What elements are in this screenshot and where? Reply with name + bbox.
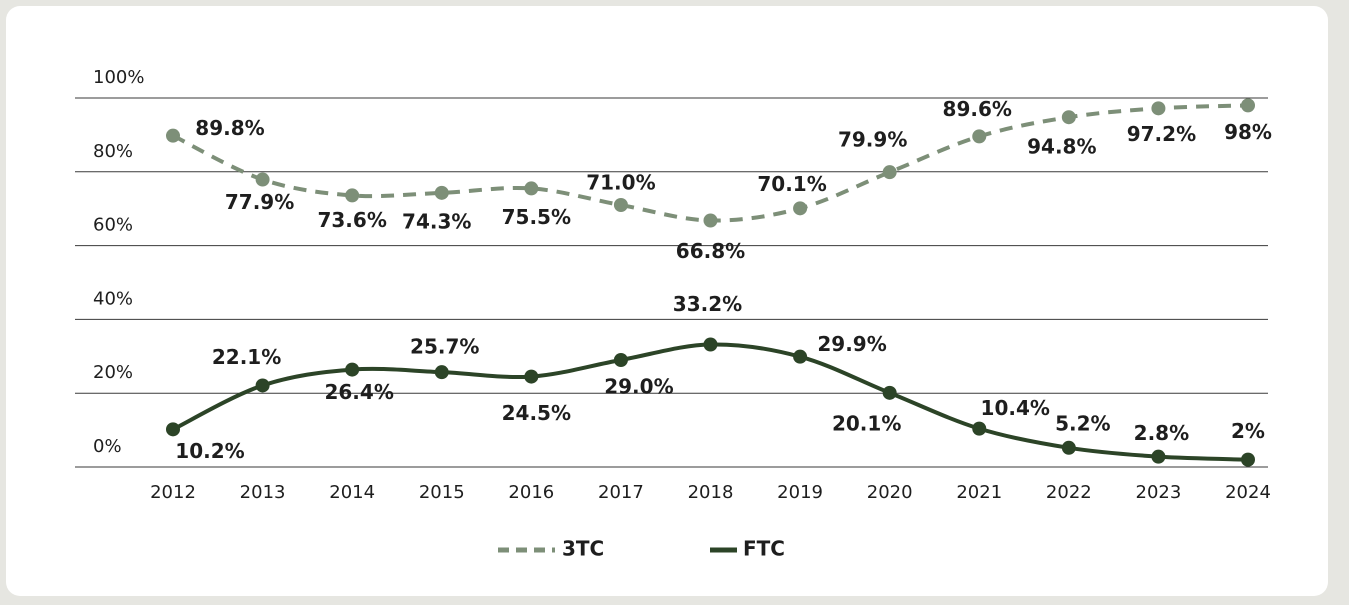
- data-label: 2%: [1231, 419, 1265, 443]
- data-label: 10.4%: [981, 396, 1050, 420]
- data-label: 22.1%: [212, 345, 281, 369]
- data-label: 24.5%: [502, 401, 571, 425]
- x-tick-label: 2016: [508, 482, 554, 503]
- data-label: 2.8%: [1134, 421, 1189, 445]
- data-label: 79.9%: [838, 128, 907, 152]
- data-point: [1151, 101, 1166, 116]
- data-point: [345, 362, 360, 377]
- y-tick-label: 40%: [93, 288, 133, 309]
- data-label: 29.9%: [817, 332, 886, 356]
- data-label: 26.4%: [324, 380, 393, 404]
- legend-label: 3TC: [562, 537, 604, 561]
- data-label: 89.6%: [943, 97, 1012, 121]
- data-point: [434, 185, 449, 200]
- x-tick-label: 2017: [598, 482, 644, 503]
- y-tick-label: 60%: [93, 215, 133, 236]
- data-label: 29.0%: [604, 374, 673, 398]
- y-tick-label: 100%: [93, 67, 144, 88]
- data-point: [166, 128, 180, 143]
- data-label: 77.9%: [225, 190, 294, 214]
- x-tick-label: 2015: [419, 482, 465, 503]
- x-tick-label: 2018: [688, 482, 734, 503]
- data-point: [166, 422, 180, 437]
- x-tick-label: 2013: [240, 482, 286, 503]
- data-label: 66.8%: [676, 239, 745, 263]
- data-point: [613, 198, 628, 213]
- data-point: [703, 213, 718, 228]
- data-label: 74.3%: [402, 209, 471, 233]
- chart-panel: [6, 6, 1328, 596]
- x-tick-label: 2024: [1225, 482, 1271, 503]
- x-tick-label: 2021: [956, 482, 1002, 503]
- data-label: 97.2%: [1127, 122, 1196, 146]
- y-tick-label: 80%: [93, 141, 133, 162]
- data-point: [793, 349, 808, 364]
- data-label: 20.1%: [832, 411, 901, 435]
- data-point: [255, 172, 270, 187]
- data-point: [613, 352, 628, 367]
- data-point: [972, 421, 987, 436]
- data-label: 73.6%: [317, 208, 386, 232]
- data-label: 25.7%: [410, 335, 479, 359]
- y-tick-label: 20%: [93, 362, 133, 383]
- series-line: [172, 103, 1249, 223]
- data-point: [434, 365, 449, 380]
- data-label: 33.2%: [673, 292, 742, 316]
- x-tick-label: 2022: [1046, 482, 1092, 503]
- data-point: [882, 385, 897, 400]
- data-label: 71.0%: [586, 171, 655, 195]
- data-label: 98%: [1224, 120, 1272, 144]
- data-point: [345, 188, 360, 203]
- data-point: [1061, 110, 1076, 125]
- x-tick-label: 2020: [867, 482, 913, 503]
- data-point: [524, 181, 539, 196]
- data-point: [703, 337, 718, 352]
- x-tick-label: 2012: [150, 482, 196, 503]
- data-point: [524, 369, 539, 384]
- data-label: 94.8%: [1027, 135, 1096, 159]
- x-tick-label: 2014: [329, 482, 375, 503]
- x-tick-label: 2019: [777, 482, 823, 503]
- data-point: [1061, 440, 1076, 455]
- data-label: 70.1%: [757, 172, 826, 196]
- x-tick-label: 2023: [1136, 482, 1182, 503]
- data-label: 89.8%: [195, 116, 264, 140]
- data-point: [793, 201, 808, 216]
- legend-label: FTC: [743, 537, 785, 561]
- data-point: [972, 129, 987, 144]
- data-point: [1241, 452, 1255, 467]
- data-point: [1151, 449, 1166, 464]
- data-label: 5.2%: [1055, 411, 1110, 435]
- data-point: [255, 378, 270, 393]
- data-label: 10.2%: [175, 439, 244, 463]
- data-label: 75.5%: [502, 205, 571, 229]
- data-point: [1241, 98, 1255, 113]
- data-point: [882, 165, 897, 180]
- y-tick-label: 0%: [93, 436, 122, 457]
